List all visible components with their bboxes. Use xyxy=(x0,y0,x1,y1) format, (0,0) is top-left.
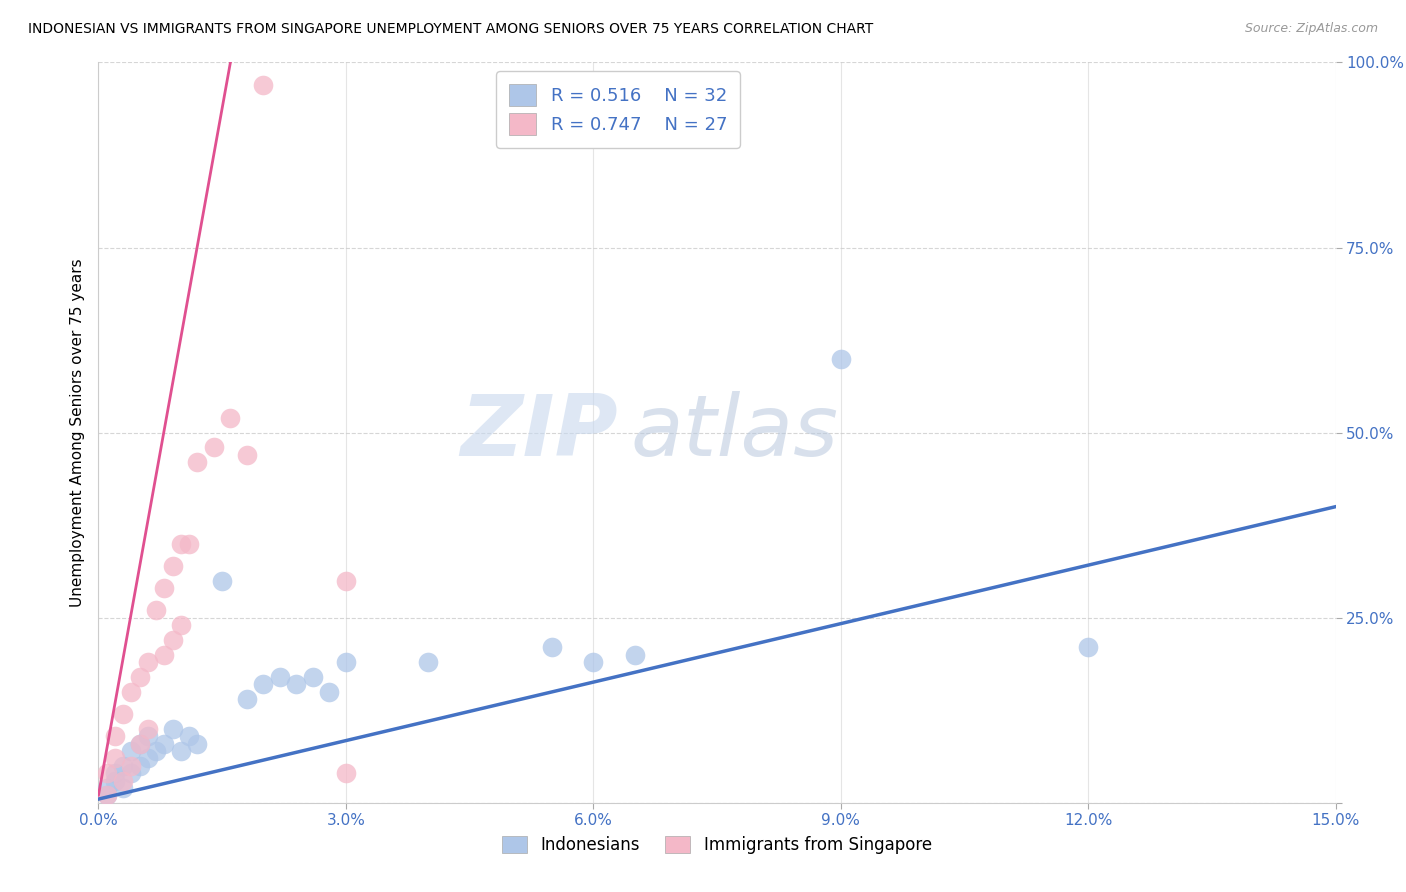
Point xyxy=(128,758,150,772)
Point xyxy=(104,729,127,743)
Point xyxy=(170,536,193,550)
Text: ZIP: ZIP xyxy=(460,391,619,475)
Point xyxy=(96,789,118,803)
Point xyxy=(128,670,150,684)
Point xyxy=(120,685,142,699)
Point xyxy=(318,685,340,699)
Point xyxy=(120,758,142,772)
Point xyxy=(170,618,193,632)
Point xyxy=(112,780,135,795)
Point xyxy=(252,78,274,92)
Point xyxy=(170,744,193,758)
Point xyxy=(335,766,357,780)
Point xyxy=(96,789,118,803)
Point xyxy=(211,574,233,588)
Point xyxy=(162,722,184,736)
Point xyxy=(1077,640,1099,655)
Point xyxy=(153,648,176,662)
Point xyxy=(153,581,176,595)
Point xyxy=(136,655,159,669)
Point xyxy=(128,737,150,751)
Point xyxy=(112,773,135,788)
Point xyxy=(145,744,167,758)
Point xyxy=(104,751,127,765)
Point xyxy=(335,574,357,588)
Point xyxy=(541,640,564,655)
Text: atlas: atlas xyxy=(630,391,838,475)
Point xyxy=(112,706,135,721)
Point xyxy=(179,729,201,743)
Point xyxy=(96,780,118,795)
Point xyxy=(136,729,159,743)
Text: Source: ZipAtlas.com: Source: ZipAtlas.com xyxy=(1244,22,1378,36)
Point xyxy=(153,737,176,751)
Point xyxy=(162,558,184,573)
Y-axis label: Unemployment Among Seniors over 75 years: Unemployment Among Seniors over 75 years xyxy=(69,259,84,607)
Point xyxy=(830,351,852,366)
Point xyxy=(252,677,274,691)
Point xyxy=(219,410,242,425)
Point xyxy=(269,670,291,684)
Point xyxy=(128,737,150,751)
Point xyxy=(418,655,440,669)
Legend: Indonesians, Immigrants from Singapore: Indonesians, Immigrants from Singapore xyxy=(496,830,938,861)
Point xyxy=(145,603,167,617)
Point xyxy=(202,441,225,455)
Point xyxy=(186,455,208,469)
Point xyxy=(112,758,135,772)
Point xyxy=(179,536,201,550)
Point xyxy=(285,677,308,691)
Point xyxy=(582,655,605,669)
Point xyxy=(335,655,357,669)
Point xyxy=(104,766,127,780)
Point xyxy=(136,722,159,736)
Text: INDONESIAN VS IMMIGRANTS FROM SINGAPORE UNEMPLOYMENT AMONG SENIORS OVER 75 YEARS: INDONESIAN VS IMMIGRANTS FROM SINGAPORE … xyxy=(28,22,873,37)
Point xyxy=(623,648,645,662)
Point xyxy=(136,751,159,765)
Point xyxy=(120,744,142,758)
Point xyxy=(302,670,325,684)
Point xyxy=(96,766,118,780)
Point xyxy=(236,448,259,462)
Point xyxy=(186,737,208,751)
Point xyxy=(120,766,142,780)
Point xyxy=(104,773,127,788)
Point xyxy=(236,692,259,706)
Point xyxy=(162,632,184,647)
